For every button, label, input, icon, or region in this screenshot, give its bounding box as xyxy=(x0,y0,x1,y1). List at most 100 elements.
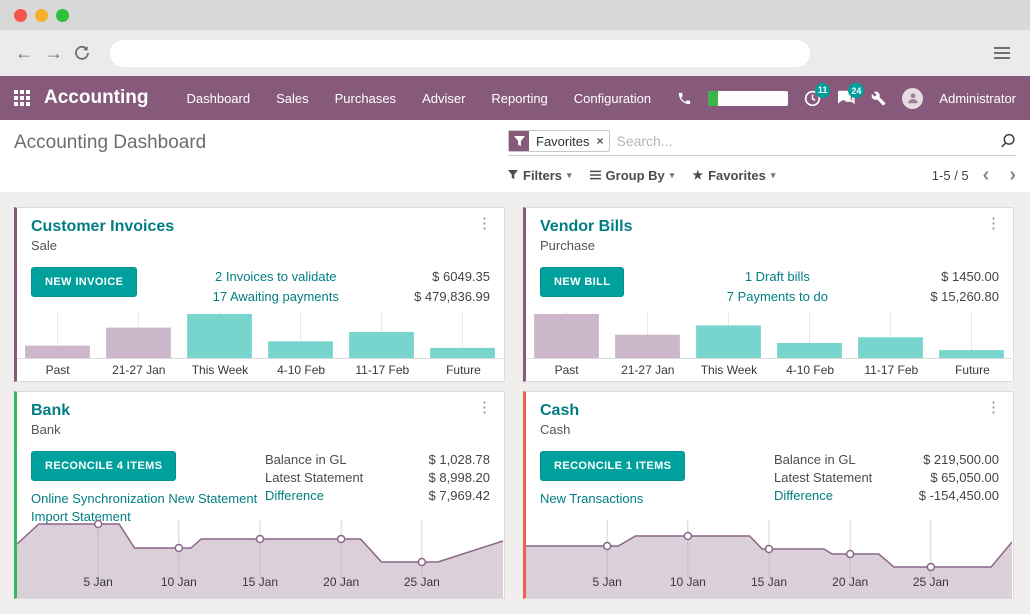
reload-icon[interactable] xyxy=(74,45,94,61)
invoices-to-validate-link[interactable]: 2 Invoices to validate xyxy=(215,269,337,284)
favorites-dropdown[interactable]: ★ Favorites ▾ xyxy=(692,167,776,183)
svg-text:20 Jan: 20 Jan xyxy=(832,575,868,589)
draft-bills-amount: $ 1450.00 xyxy=(941,269,999,284)
search-bar: Favorites × xyxy=(508,130,1016,156)
balance-in-gl-label: Balance in GL xyxy=(774,452,856,467)
pager: 1-5 / 5 ‹ › xyxy=(932,165,1016,185)
card-customer-invoices: ⋮ Customer Invoices Sale NEW INVOICE 2 I… xyxy=(14,207,505,382)
card-title[interactable]: Customer Invoices xyxy=(31,218,175,235)
chart-label: 21-27 Jan xyxy=(621,363,675,377)
chart-label: This Week xyxy=(700,363,758,377)
pager-next-icon[interactable]: › xyxy=(1009,164,1016,186)
kebab-menu-icon[interactable]: ⋮ xyxy=(477,215,492,232)
search-facet-favorites: Favorites × xyxy=(508,130,611,152)
chart-label: 21-27 Jan xyxy=(112,363,166,377)
card-subtitle: Purchase xyxy=(540,238,595,253)
maximize-window-button[interactable] xyxy=(56,8,69,22)
menu-reporting[interactable]: Reporting xyxy=(491,90,548,106)
apps-grid-icon[interactable] xyxy=(14,90,30,106)
browser-toolbar: ← → xyxy=(0,30,1030,76)
chart-axis-labels: Past 21-27 Jan This Week 4-10 Feb 11-17 Feb F… xyxy=(17,359,504,381)
latest-statement-value: $ 8,998.20 xyxy=(428,470,490,485)
svg-text:10 Jan: 10 Jan xyxy=(161,575,197,589)
difference-link[interactable]: Difference xyxy=(774,488,834,503)
chart-label: Future xyxy=(446,363,481,377)
pager-range: 1-5 / 5 xyxy=(931,167,969,183)
menu-dashboard[interactable]: Dashboard xyxy=(186,90,251,106)
address-bar[interactable] xyxy=(110,39,810,67)
messages-chat-icon[interactable]: 24 xyxy=(837,83,865,106)
main-menu: Dashboard Sales Purchases Adviser Report… xyxy=(187,91,652,106)
cash-stats: Balance in GL $ 219,500.00 Latest Stateme… xyxy=(774,451,999,505)
window-titlebar xyxy=(0,0,1030,30)
chart-label: Past xyxy=(554,363,579,377)
card-cash: ⋮ Cash Cash RECONCILE 1 ITEMS New Transa… xyxy=(523,391,1014,599)
payments-to-do-amount: $ 15,260.80 xyxy=(930,289,999,304)
new-bill-button[interactable]: NEW BILL xyxy=(540,267,625,297)
new-transactions-link[interactable]: New Transactions xyxy=(540,491,644,506)
chart-label: 4-10 Feb xyxy=(277,363,326,377)
phone-icon[interactable] xyxy=(677,91,692,106)
bills-bar-chart: Past 21-27 Jan This Week 4-10 Feb 11-17 Feb F… xyxy=(526,307,1013,381)
chart-label: Past xyxy=(45,363,70,377)
facet-label: Favorites xyxy=(536,133,590,149)
search-icon[interactable] xyxy=(999,133,1016,150)
menu-sales[interactable]: Sales xyxy=(276,90,309,106)
minimize-window-button[interactable] xyxy=(35,8,48,22)
card-subtitle: Bank xyxy=(31,422,61,437)
facet-remove-icon[interactable]: × xyxy=(596,134,604,148)
card-title[interactable]: Bank xyxy=(31,402,71,419)
chart-label: 4-10 Feb xyxy=(786,363,835,377)
bank-balance-area-chart: 5 Jan 10 Jan 15 Jan 20 Jan 25 Jan xyxy=(17,518,504,598)
filter-toolbar: Filters ▾ Group By ▾ ★ Favorites ▾ xyxy=(508,168,775,183)
menu-configuration[interactable]: Configuration xyxy=(573,90,652,106)
awaiting-payments-amount: $ 479,836.99 xyxy=(414,289,490,304)
svg-text:25 Jan: 25 Jan xyxy=(913,575,949,589)
bank-stats: Balance in GL $ 1,028.78 Latest Statement… xyxy=(265,451,490,505)
user-name[interactable]: Administrator xyxy=(939,90,1016,106)
tools-wrench-icon[interactable] xyxy=(871,91,886,106)
card-subtitle: Cash xyxy=(540,422,571,437)
new-statement-link[interactable]: New Statement xyxy=(168,491,258,506)
search-input[interactable] xyxy=(616,133,999,149)
kebab-menu-icon[interactable]: ⋮ xyxy=(477,399,492,416)
difference-link[interactable]: Difference xyxy=(265,488,325,503)
reconcile-items-button[interactable]: RECONCILE 4 ITEMS xyxy=(31,451,177,481)
balance-in-gl-value: $ 219,500.00 xyxy=(923,452,999,467)
kebab-menu-icon[interactable]: ⋮ xyxy=(986,215,1001,232)
close-window-button[interactable] xyxy=(14,8,27,22)
card-title[interactable]: Cash xyxy=(540,402,580,419)
new-invoice-button[interactable]: NEW INVOICE xyxy=(31,267,138,297)
invoices-bar-chart: Past 21-27 Jan This Week 4-10 Feb 11-17 Feb F… xyxy=(17,307,504,381)
card-title[interactable]: Vendor Bills xyxy=(540,218,633,235)
menu-purchases[interactable]: Purchases xyxy=(334,90,397,106)
filters-dropdown[interactable]: Filters ▾ xyxy=(508,168,572,183)
back-icon[interactable]: ← xyxy=(15,42,33,63)
pager-previous-icon[interactable]: ‹ xyxy=(982,164,990,186)
dashboard-grid: ⋮ Customer Invoices Sale NEW INVOICE 2 I… xyxy=(0,192,1030,614)
usage-progress-bar[interactable] xyxy=(708,90,789,106)
navbar: Accounting Dashboard Sales Purchases Adv… xyxy=(0,76,1030,120)
browser-menu-icon[interactable] xyxy=(994,47,1016,59)
activities-clock-icon[interactable]: 11 xyxy=(804,82,831,107)
svg-text:5 Jan: 5 Jan xyxy=(592,575,621,589)
draft-bills-link[interactable]: 1 Draft bills xyxy=(744,269,810,284)
filter-icon xyxy=(509,131,529,151)
navbar-systray: 11 24 Administrator xyxy=(677,82,1016,109)
forward-icon[interactable]: → xyxy=(45,42,63,63)
reconcile-items-button[interactable]: RECONCILE 1 ITEMS xyxy=(540,451,686,481)
import-statement-link[interactable]: Import Statement xyxy=(31,509,131,524)
payments-to-do-link[interactable]: 7 Payments to do xyxy=(726,289,828,304)
online-synchronization-link[interactable]: Online Synchronization xyxy=(31,491,165,506)
svg-text:20 Jan: 20 Jan xyxy=(323,575,359,589)
menu-adviser[interactable]: Adviser xyxy=(422,90,466,106)
card-subtitle: Sale xyxy=(31,238,58,253)
app-name[interactable]: Accounting xyxy=(44,87,149,108)
user-avatar[interactable] xyxy=(902,87,924,109)
control-panel: Accounting Dashboard Favorites × xyxy=(0,120,1030,192)
chart-label: 11-17 Feb xyxy=(864,363,919,377)
card-vendor-bills: ⋮ Vendor Bills Purchase NEW BILL 1 Draft… xyxy=(523,207,1014,382)
awaiting-payments-link[interactable]: 17 Awaiting payments xyxy=(212,289,339,304)
group-by-dropdown[interactable]: Group By ▾ xyxy=(589,168,674,183)
kebab-menu-icon[interactable]: ⋮ xyxy=(986,399,1001,416)
